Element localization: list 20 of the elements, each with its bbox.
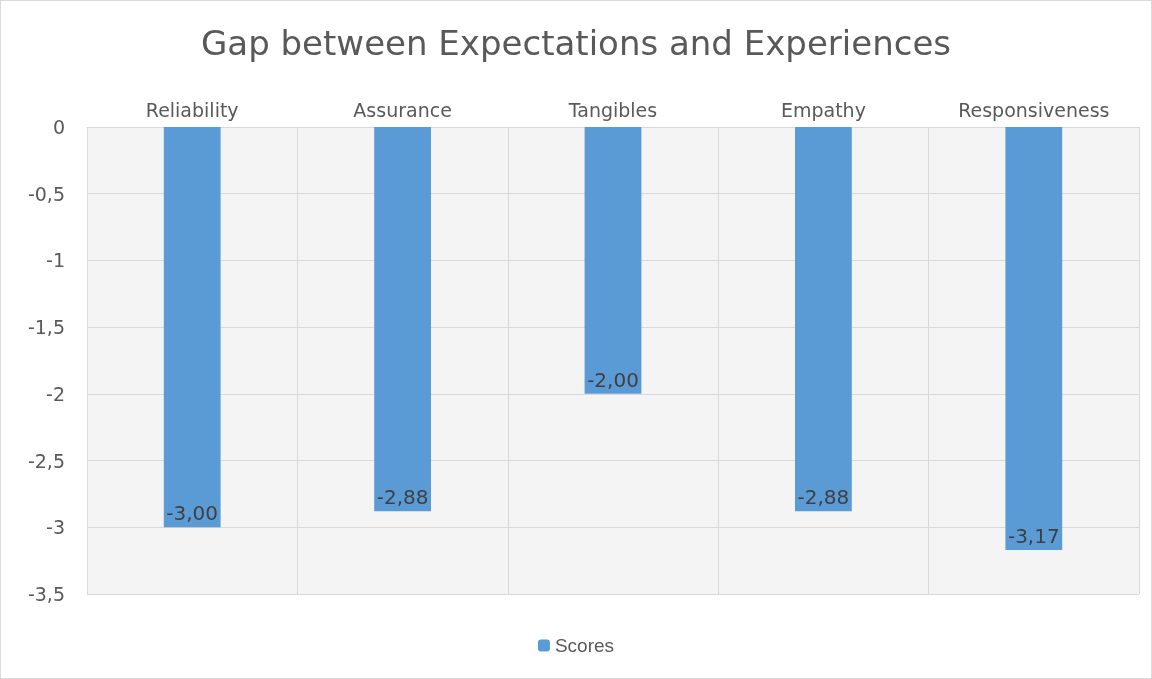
y-tick-label: -2,5: [27, 449, 65, 472]
y-tick-label: -3: [46, 516, 65, 539]
y-tick-label: 0: [52, 116, 65, 138]
data-label: -2,88: [376, 485, 429, 510]
data-label: -3,17: [1007, 523, 1060, 548]
y-tick-label: -0,5: [27, 182, 65, 205]
y-tick-label: -3,5: [27, 583, 65, 605]
y-tick-label: -1: [46, 249, 65, 272]
chart-title: Gap between Expectations and Experiences: [200, 23, 952, 63]
y-tick-label: -1,5: [27, 316, 65, 339]
y-tick-label: -2: [46, 382, 65, 405]
data-label: -2,00: [587, 367, 639, 392]
x-tick-label: Assurance: [353, 98, 452, 121]
x-tick-label: Responsiveness: [958, 98, 1110, 121]
x-tick-label: Empathy: [780, 98, 866, 121]
x-tick-label: Reliability: [145, 98, 239, 121]
data-label: -2,88: [797, 485, 850, 510]
data-label: -3,00: [166, 501, 219, 526]
legend-label: Scores: [554, 635, 615, 656]
x-tick-label: Tangibles: [567, 98, 658, 121]
